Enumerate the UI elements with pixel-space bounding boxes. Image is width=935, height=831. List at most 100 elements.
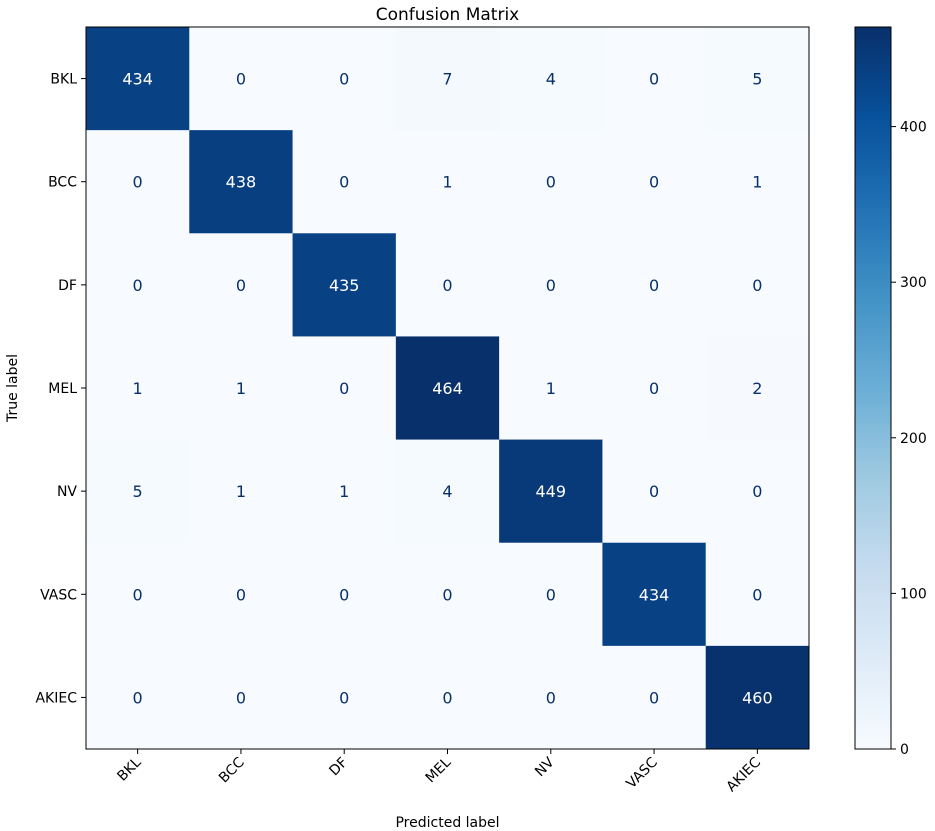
matrix-cell <box>395 645 500 750</box>
x-tick-label: BKL <box>114 754 144 784</box>
cell-value: 0 <box>133 688 143 707</box>
cell-value: 0 <box>649 173 659 192</box>
cell-value: 1 <box>236 482 246 501</box>
cell-value: 0 <box>546 173 556 192</box>
cell-value: 0 <box>752 276 762 295</box>
x-tick-labels: BKL BCC DF MEL NV VASC AKIEC <box>114 749 764 795</box>
cell-value: 0 <box>339 585 349 604</box>
x-tick-label: MEL <box>423 754 455 786</box>
matrix-cells <box>86 27 810 750</box>
cell-value: 0 <box>442 585 452 604</box>
matrix-cell <box>602 233 707 337</box>
matrix-cell <box>499 439 603 544</box>
cell-value: 0 <box>649 379 659 398</box>
matrix-cell <box>602 130 707 234</box>
y-axis-label: True label <box>5 354 21 423</box>
cell-value: 464 <box>432 379 463 398</box>
matrix-cell <box>499 130 603 234</box>
cell-value: 0 <box>649 482 659 501</box>
matrix-cell <box>499 27 603 131</box>
cell-value: 0 <box>442 276 452 295</box>
x-tick-label: BCC <box>216 754 248 786</box>
matrix-cell <box>705 233 810 337</box>
matrix-cell <box>86 645 190 750</box>
matrix-cell <box>499 542 603 647</box>
cell-value: 1 <box>752 173 762 192</box>
cell-value: 0 <box>649 688 659 707</box>
matrix-cell <box>499 336 603 441</box>
cell-value: 1 <box>546 379 556 398</box>
y-tick-label: NV <box>57 484 77 500</box>
matrix-cell <box>292 542 397 647</box>
cell-value: 0 <box>236 70 246 89</box>
matrix-cell <box>602 542 707 647</box>
matrix-cell <box>292 645 397 750</box>
cell-value: 0 <box>649 70 659 89</box>
matrix-cell <box>705 336 810 441</box>
matrix-cell <box>395 439 500 544</box>
colorbar-tick-label: 0 <box>900 742 909 758</box>
cell-value: 435 <box>329 276 360 295</box>
matrix-cell <box>86 439 190 544</box>
cell-value: 0 <box>236 688 246 707</box>
cell-value: 7 <box>442 70 452 89</box>
matrix-cell <box>189 27 294 131</box>
matrix-cell <box>86 542 190 647</box>
matrix-cell <box>602 645 707 750</box>
matrix-cell <box>292 233 397 337</box>
y-tick-label: MEL <box>48 381 77 397</box>
matrix-cell <box>395 336 500 441</box>
matrix-cell <box>705 439 810 544</box>
y-tick-label: BKL <box>50 72 77 88</box>
colorbar-tick-label: 300 <box>900 275 927 291</box>
cell-value: 449 <box>536 482 567 501</box>
matrix-cell <box>395 27 500 131</box>
colorbar-ticks: 0 100 200 300 400 <box>891 120 927 758</box>
cell-value: 0 <box>339 70 349 89</box>
matrix-cell <box>86 130 190 234</box>
y-tick-label: BCC <box>48 175 77 191</box>
y-tick-label: VASC <box>40 587 77 603</box>
x-tick-label: DF <box>326 755 351 780</box>
cell-value: 0 <box>752 482 762 501</box>
cell-value: 434 <box>639 585 670 604</box>
matrix-cell <box>189 542 294 647</box>
matrix-cell <box>86 27 190 131</box>
matrix-cell <box>292 439 397 544</box>
cell-value: 0 <box>133 276 143 295</box>
x-tick-label: VASC <box>623 754 661 792</box>
x-tick-label: AKIEC <box>724 754 765 795</box>
matrix-cell <box>189 233 294 337</box>
cell-value: 460 <box>742 688 773 707</box>
matrix-cell <box>189 645 294 750</box>
cell-value: 438 <box>226 173 257 192</box>
colorbar-tick-label: 400 <box>900 120 927 136</box>
cell-value: 4 <box>442 482 452 501</box>
matrix-cell <box>602 336 707 441</box>
cell-value: 1 <box>133 379 143 398</box>
matrix-cell <box>86 336 190 441</box>
cell-value: 0 <box>236 276 246 295</box>
cell-value: 0 <box>339 173 349 192</box>
cell-value: 0 <box>442 688 452 707</box>
cell-value: 4 <box>546 70 556 89</box>
cell-value: 1 <box>339 482 349 501</box>
cell-value: 1 <box>236 379 246 398</box>
matrix-cell <box>189 130 294 234</box>
matrix-cell <box>292 130 397 234</box>
cell-value: 0 <box>546 585 556 604</box>
matrix-cell <box>602 439 707 544</box>
cell-value: 0 <box>133 173 143 192</box>
matrix-cell <box>705 542 810 647</box>
cell-value: 0 <box>752 585 762 604</box>
matrix-cell <box>499 233 603 337</box>
matrix-cell <box>395 542 500 647</box>
colorbar-tick-label: 200 <box>900 431 927 447</box>
matrix-cell <box>292 336 397 441</box>
cell-value: 0 <box>133 585 143 604</box>
matrix-cell <box>189 439 294 544</box>
cell-value: 5 <box>752 70 762 89</box>
matrix-cell <box>189 336 294 441</box>
cell-value: 2 <box>752 379 762 398</box>
